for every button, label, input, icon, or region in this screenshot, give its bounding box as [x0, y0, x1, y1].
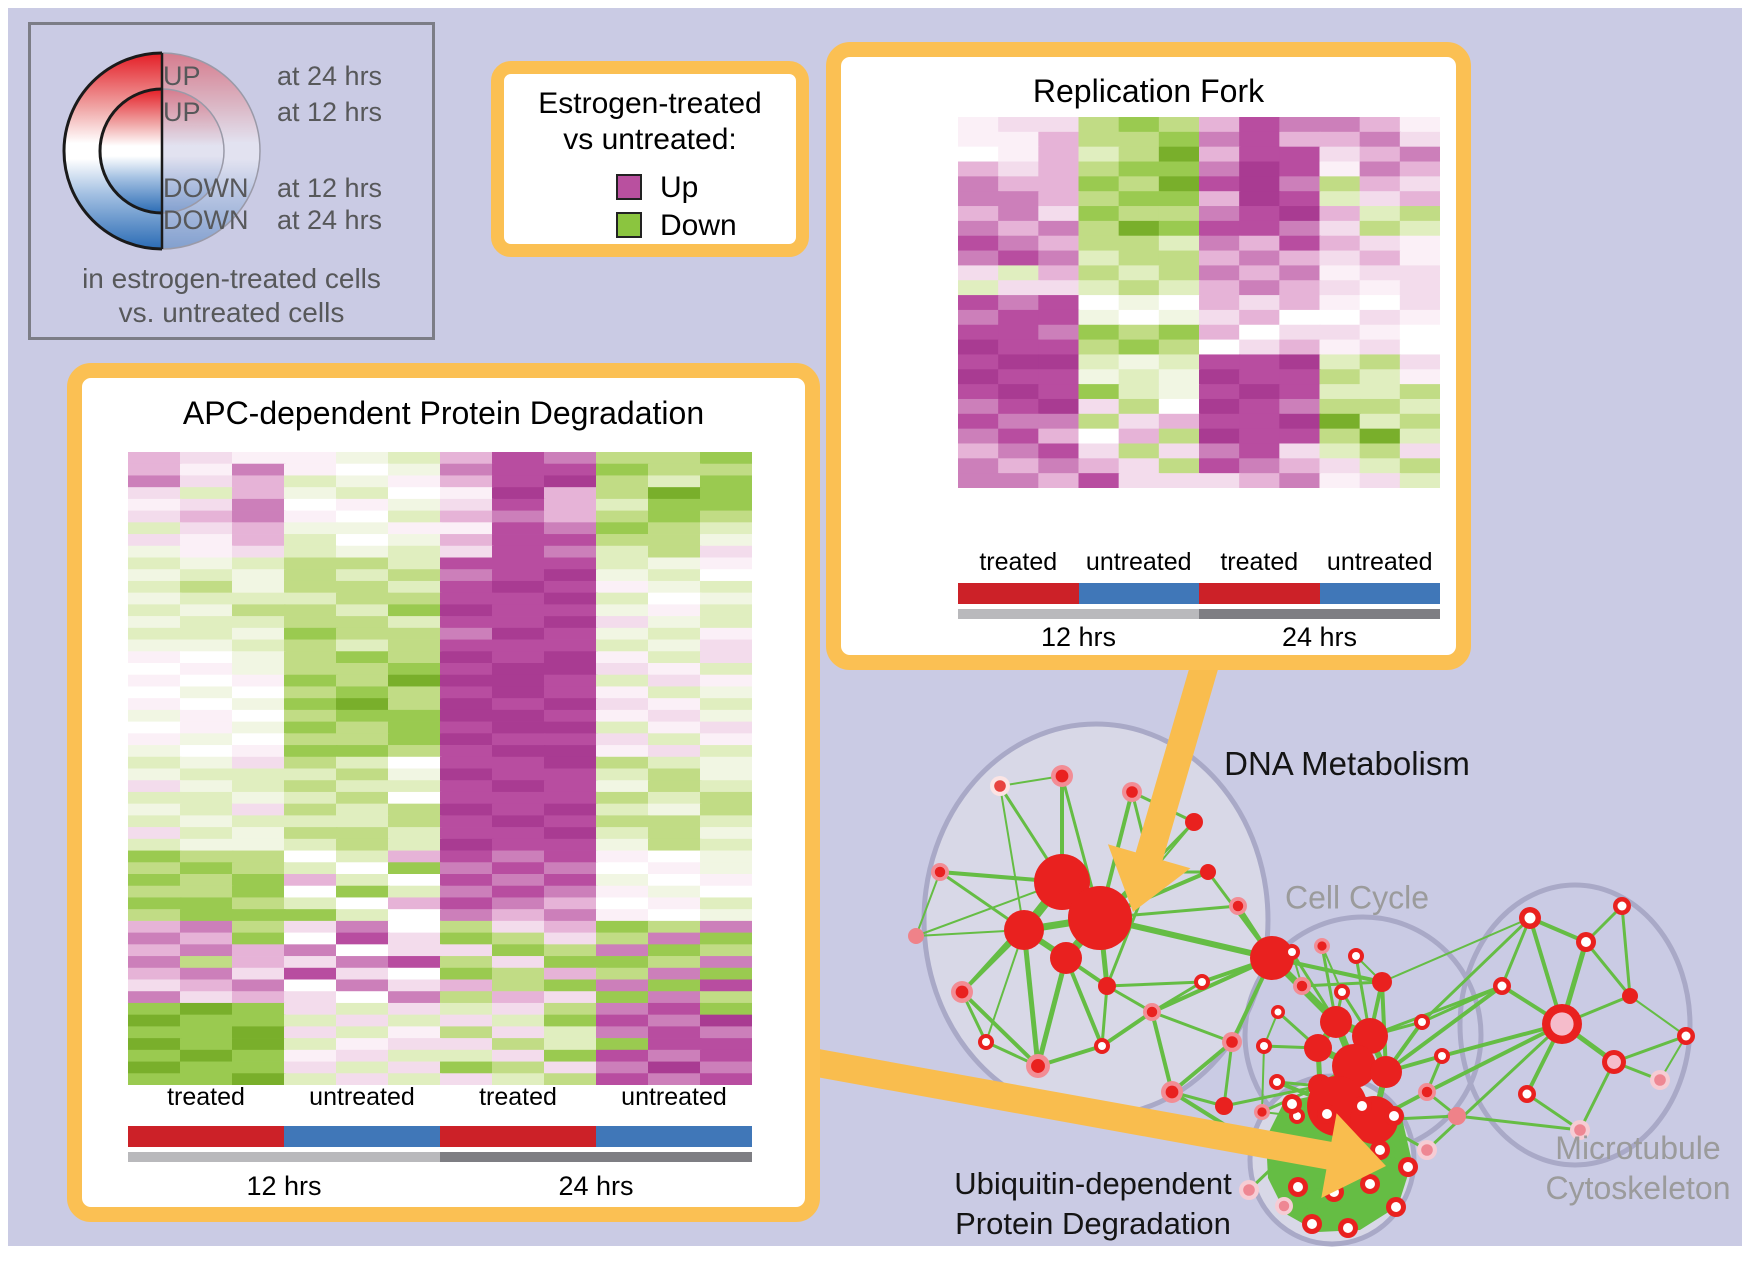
time-bar — [1199, 609, 1440, 619]
legend-dir-down-12: DOWN — [163, 173, 249, 203]
down-color-swatch — [616, 212, 642, 238]
time-label: 12 hrs — [246, 1171, 322, 1201]
down-label: Down — [660, 209, 737, 242]
grp-bar — [440, 1126, 596, 1147]
gene-node — [1304, 1034, 1332, 1062]
grp-label: treated — [979, 548, 1058, 576]
callout-arrow — [1107, 636, 1226, 912]
grp-label: treated — [479, 1083, 557, 1111]
grp-label: treated — [1220, 548, 1299, 576]
ubiquitin-degradation-label: Ubiquitin-dependent Protein Degradation — [954, 1164, 1232, 1244]
legend-caption-line2: vs. untreated cells — [118, 297, 345, 328]
cluster-circle-microtubule-cytoskeleton — [1457, 882, 1693, 1168]
time-bar — [958, 609, 1199, 619]
legend-dir-up-12: UP — [163, 97, 201, 127]
gene-node — [1050, 942, 1082, 974]
updown-legend-title-line1: Estrogen-treated — [538, 87, 762, 120]
ring-legend-box: UP UP DOWN DOWN at 24 hrs at 12 hrs at 1… — [28, 22, 435, 340]
callout-arrow — [787, 1044, 1386, 1198]
grp-label: untreated — [309, 1083, 415, 1111]
gene-node — [1448, 1107, 1466, 1125]
grp-bar — [128, 1126, 284, 1147]
grp-label: untreated — [1326, 548, 1433, 576]
gene-node — [1352, 1018, 1388, 1054]
up-label: Up — [660, 171, 699, 204]
microtubule-cytoskeleton-label: Microtubule Cytoskeleton — [1546, 1128, 1731, 1208]
legend-time-24b: at 24 hrs — [277, 205, 383, 235]
gene-node — [1320, 1006, 1352, 1038]
grp-bar — [596, 1126, 752, 1147]
microtubule-label-line2: Cytoskeleton — [1545, 1170, 1731, 1206]
gene-node — [1372, 972, 1392, 992]
grp-bar — [1319, 583, 1440, 604]
time-bar — [440, 1152, 752, 1162]
time-label: 12 hrs — [1040, 622, 1117, 652]
legend-dir-down-24: DOWN — [163, 205, 249, 235]
apc-panel-title: APC-dependent Protein Degradation — [182, 395, 705, 431]
apc-heatmap-panel: APC-dependent Protein Degradation treate… — [67, 363, 820, 1222]
gene-node — [1098, 977, 1116, 995]
ubiquitin-label-line1: Ubiquitin-dependent — [954, 1166, 1232, 1201]
legend-time-24a: at 24 hrs — [277, 61, 383, 91]
rf-panel-title: Replication Fork — [1032, 73, 1265, 109]
ubiquitin-label-line2: Protein Degradation — [955, 1206, 1231, 1241]
up-color-swatch — [616, 174, 642, 200]
microtubule-label-line1: Microtubule — [1555, 1130, 1721, 1166]
gene-node — [1200, 864, 1216, 880]
legend-time-12a: at 12 hrs — [277, 97, 383, 127]
gene-node — [1215, 1097, 1233, 1115]
grp-bar — [284, 1126, 440, 1147]
gene-node — [1068, 886, 1132, 950]
grp-bar — [1199, 583, 1320, 604]
gene-node — [908, 928, 924, 944]
time-label: 24 hrs — [1281, 622, 1358, 652]
gene-node — [1185, 813, 1203, 831]
concentric-ring-legend-icon — [62, 51, 261, 251]
gene-node — [1370, 1056, 1402, 1088]
gene-node — [1004, 910, 1044, 950]
time-bar — [128, 1152, 440, 1162]
gene-node — [1250, 936, 1294, 980]
gene-node — [1622, 988, 1638, 1004]
gene-node — [1034, 854, 1090, 910]
replication-fork-heatmap — [958, 117, 1440, 488]
apc-heatmap — [128, 452, 752, 1085]
legend-dir-up-24: UP — [163, 61, 201, 91]
grp-label: untreated — [1085, 548, 1192, 576]
dna-metabolism-label: DNA Metabolism — [1224, 745, 1470, 782]
legend-caption-line1: in estrogen-treated cells — [82, 263, 381, 294]
grp-label: untreated — [621, 1083, 727, 1111]
cell-cycle-label: Cell Cycle — [1284, 879, 1430, 916]
grp-label: treated — [167, 1083, 245, 1111]
time-label: 24 hrs — [558, 1171, 634, 1201]
replication-fork-panel: Replication Fork treated untreated treated… — [826, 42, 1471, 670]
legend-time-12b: at 12 hrs — [277, 173, 383, 203]
updown-legend-title-line2: vs untreated: — [563, 123, 737, 156]
updown-legend-box: Estrogen-treated vs untreated: Up Down — [491, 61, 809, 257]
grp-bar — [1078, 583, 1199, 604]
grp-bar — [958, 583, 1079, 604]
